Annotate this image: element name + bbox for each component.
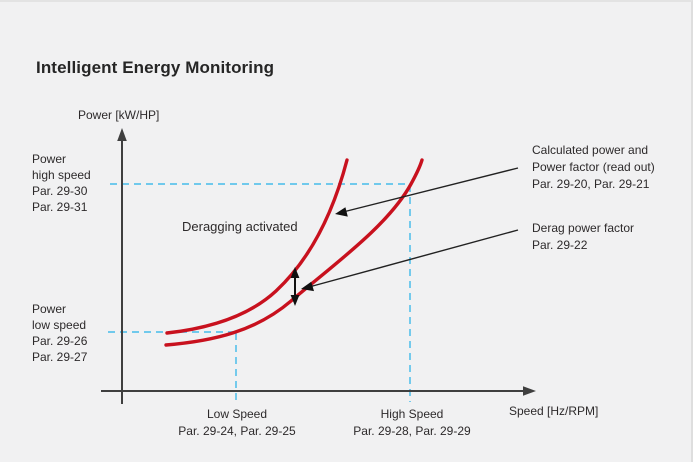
deragging-activated-label: Deragging activated (182, 219, 298, 234)
y-axis-arrow-icon (117, 128, 127, 141)
x-axis-arrow-icon (523, 386, 536, 396)
x-axis-label: Speed [Hz/RPM] (509, 404, 599, 418)
power-high-speed-label: Power high speed Par. 29-30 Par. 29-31 (32, 152, 91, 214)
axes (101, 128, 536, 404)
derag-power-factor-label: Derag power factor Par. 29-22 (532, 221, 635, 252)
curve-gap-double-arrow-icon (290, 267, 300, 306)
calculated-power-label: Calculated power and Power factor (read … (532, 143, 655, 191)
high-speed-label: High Speed Par. 29-28, Par. 29-29 (353, 407, 471, 438)
annotation-leaders (301, 167, 519, 292)
y-axis-label: Power [kW/HP] (78, 108, 160, 122)
chart-title: Intelligent Energy Monitoring (36, 58, 275, 77)
normal-power-curve (164, 158, 424, 347)
derag-power-curve (165, 158, 349, 335)
derag-power-factor-leader-arrow-icon (301, 229, 519, 292)
power-low-speed-label: Power low speed Par. 29-26 Par. 29-27 (32, 302, 88, 364)
calculated-power-leader-arrow-icon (335, 167, 519, 217)
power-curves (164, 158, 424, 347)
dashed-reference-lines (108, 183, 411, 402)
low-speed-label: Low Speed Par. 29-24, Par. 29-25 (178, 407, 296, 438)
